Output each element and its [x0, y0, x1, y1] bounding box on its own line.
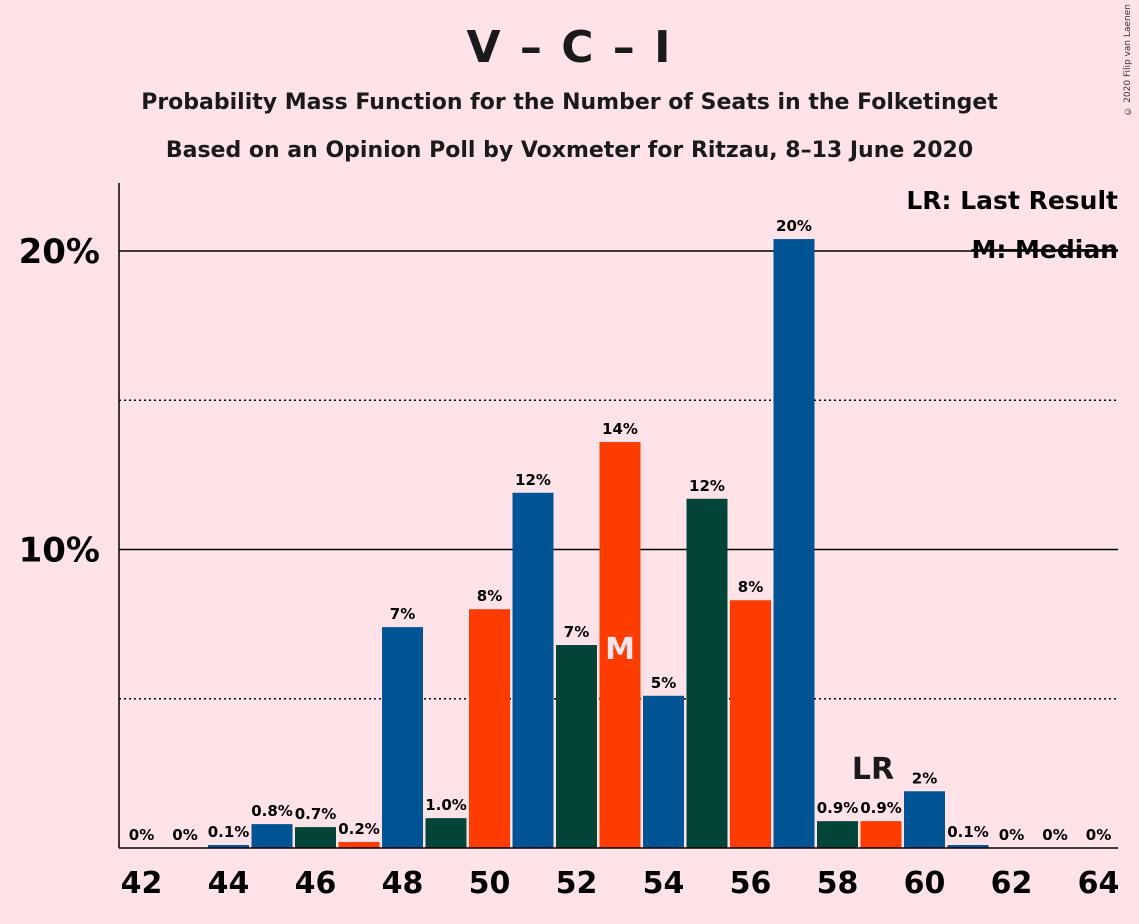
last-result-marker: LR [852, 752, 894, 787]
value-label-61: 0.1% [947, 823, 989, 841]
bar-60 [904, 791, 945, 848]
legend-last-result: LR: Last Result [906, 186, 1118, 215]
bar-49 [425, 818, 467, 848]
bar-48 [382, 627, 423, 848]
bar-55 [686, 498, 728, 848]
value-label-47: 0.2% [338, 820, 380, 838]
median-marker: M [605, 632, 635, 667]
x-tick-label: 60 [904, 866, 946, 901]
value-labels: 0% 0% 0.1%0.8% 0.7%0.2%7%1.0%8%12%7%14%5%12… [129, 217, 1111, 844]
legend: LR: Last Result M: Median [906, 186, 1118, 264]
bar-61 [947, 845, 989, 848]
value-label-44: 0.1% [208, 823, 250, 841]
x-tick-label: 44 [208, 866, 250, 901]
value-label-60: 2% [912, 769, 937, 787]
bar-53 [599, 442, 641, 848]
value-label-53: 14% [602, 420, 638, 438]
bar-45 [251, 824, 293, 848]
x-tick-label: 42 [121, 866, 163, 901]
x-tick-label: 50 [469, 866, 511, 901]
chart-title: V – C – I [466, 22, 673, 73]
bar-52 [556, 645, 597, 848]
bar-57 [773, 239, 815, 848]
x-tick-label: 48 [382, 866, 424, 901]
value-label-63: 0% [1042, 826, 1067, 844]
axes: 10% 20% 42 44 46 48 50 52 54 56 58 60 62 64 [19, 183, 1120, 901]
bar-51 [512, 492, 554, 848]
bar-54 [643, 695, 684, 848]
value-label-46: 0.7% [295, 805, 337, 823]
x-tick-label: 54 [643, 866, 685, 901]
bar-44 [208, 845, 249, 848]
bar-47 [338, 842, 380, 848]
value-label-49: 1.0% [425, 796, 467, 814]
value-label-43: 0% [172, 826, 197, 844]
y-tick-label: 20% [19, 232, 100, 272]
x-tick-label: 58 [817, 866, 859, 901]
bar-46 [295, 827, 336, 848]
value-label-50: 8% [477, 587, 502, 605]
chart-subtitle-2: Based on an Opinion Poll by Voxmeter for… [165, 138, 974, 163]
bars [208, 239, 989, 848]
value-label-52: 7% [564, 623, 589, 641]
value-label-51: 12% [515, 471, 551, 489]
value-label-58: 0.9% [817, 799, 859, 817]
value-label-48: 7% [390, 605, 415, 623]
x-tick-label: 56 [730, 866, 772, 901]
bar-56 [730, 600, 771, 848]
bar-50 [469, 609, 510, 848]
legend-median: M: Median [971, 235, 1118, 264]
value-label-57: 20% [776, 217, 812, 235]
value-label-59: 0.9% [860, 799, 902, 817]
value-label-56: 8% [738, 578, 763, 596]
bar-59 [860, 821, 902, 848]
value-label-42: 0% [129, 826, 154, 844]
x-tick-label: 64 [1078, 866, 1120, 901]
value-label-45: 0.8% [251, 802, 293, 820]
value-label-54: 5% [651, 674, 676, 692]
y-tick-label: 10% [19, 531, 100, 571]
x-tick-label: 52 [556, 866, 598, 901]
chart-subtitle-1: Probability Mass Function for the Number… [141, 90, 998, 115]
value-label-55: 12% [689, 477, 725, 495]
x-tick-label: 62 [991, 866, 1033, 901]
bar-58 [817, 821, 858, 848]
value-label-62: 0% [999, 826, 1024, 844]
x-tick-label: 46 [295, 866, 337, 901]
value-label-64: 0% [1086, 826, 1111, 844]
